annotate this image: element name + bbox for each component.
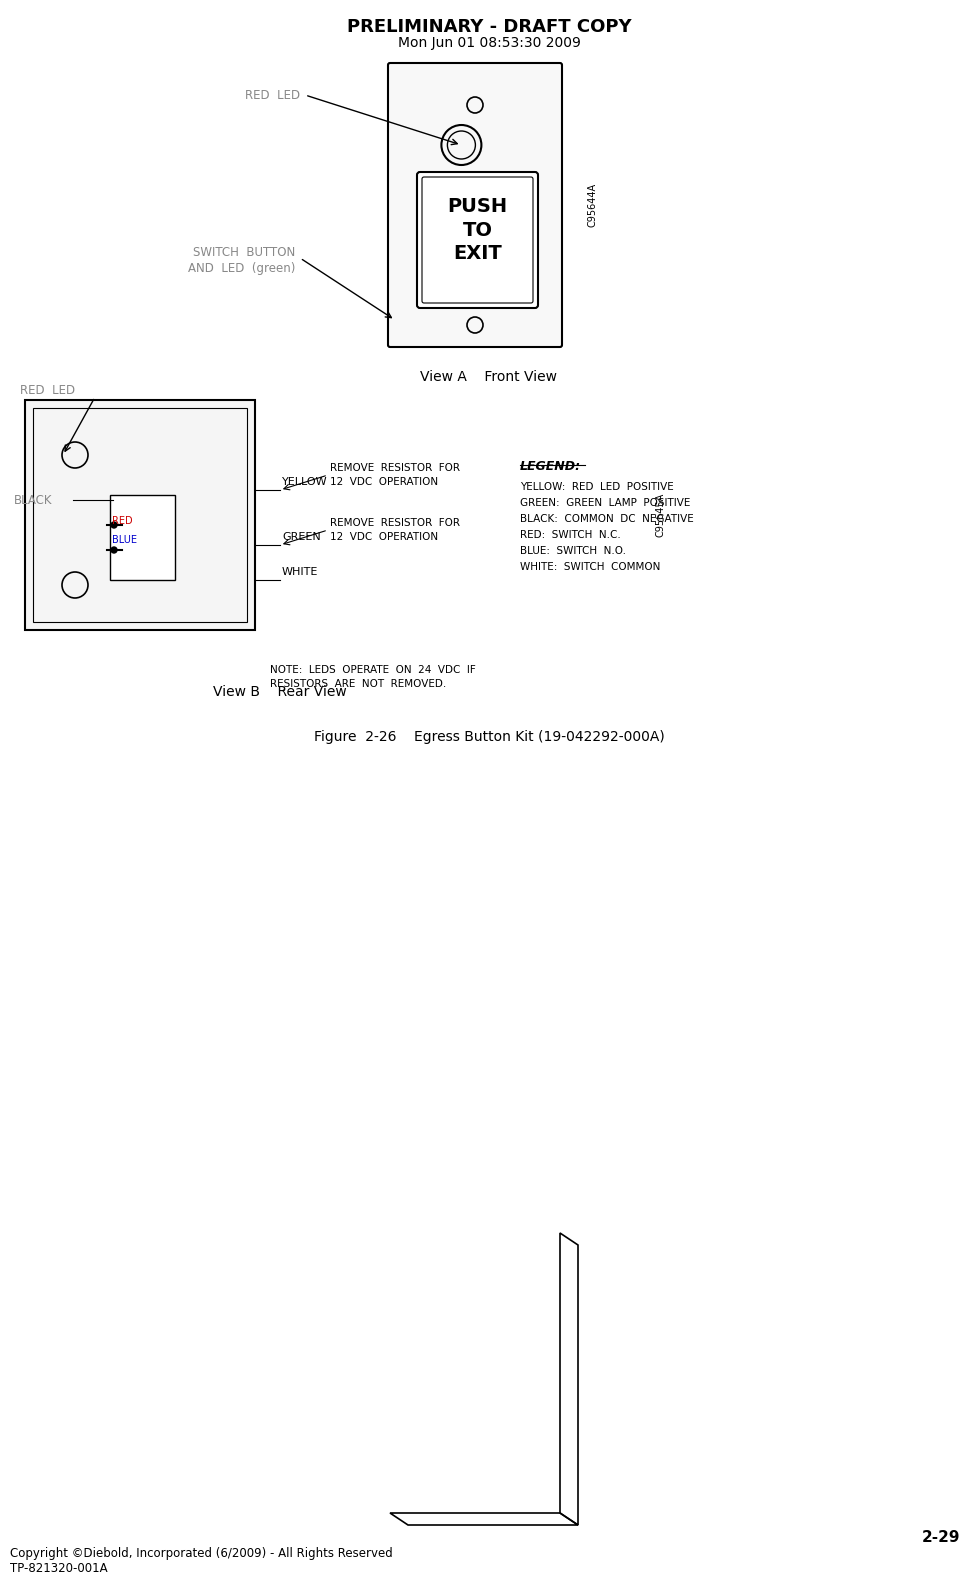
Text: BLACK:  COMMON  DC  NEGATIVE: BLACK: COMMON DC NEGATIVE [520, 514, 693, 524]
Text: Mon Jun 01 08:53:30 2009: Mon Jun 01 08:53:30 2009 [398, 36, 579, 50]
Text: REMOVE  RESISTOR  FOR: REMOVE RESISTOR FOR [329, 462, 459, 473]
Text: AND  LED  (green): AND LED (green) [188, 262, 295, 275]
Text: Figure  2-26    Egress Button Kit (19-042292-000A): Figure 2-26 Egress Button Kit (19-042292… [314, 731, 663, 743]
Text: Copyright ©Diebold, Incorporated (6/2009) - All Rights Reserved: Copyright ©Diebold, Incorporated (6/2009… [10, 1546, 393, 1561]
Text: YELLOW: YELLOW [281, 477, 327, 488]
Text: View B    Rear View: View B Rear View [213, 685, 347, 699]
Text: 12  VDC  OPERATION: 12 VDC OPERATION [329, 532, 438, 541]
Text: BLUE: BLUE [112, 535, 137, 544]
FancyBboxPatch shape [388, 63, 562, 347]
Text: WHITE:  SWITCH  COMMON: WHITE: SWITCH COMMON [520, 562, 659, 571]
Text: RESISTORS  ARE  NOT  REMOVED.: RESISTORS ARE NOT REMOVED. [270, 679, 446, 690]
Circle shape [110, 522, 117, 529]
Text: GREEN:  GREEN  LAMP  POSITIVE: GREEN: GREEN LAMP POSITIVE [520, 499, 690, 508]
Text: GREEN: GREEN [281, 532, 320, 541]
Text: View A    Front View: View A Front View [420, 369, 557, 383]
FancyBboxPatch shape [421, 177, 532, 303]
Text: BLACK: BLACK [14, 494, 53, 507]
Text: REMOVE  RESISTOR  FOR: REMOVE RESISTOR FOR [329, 518, 459, 529]
Text: RED  LED: RED LED [20, 383, 75, 396]
Text: C95645A: C95645A [655, 492, 664, 537]
Text: 12  VDC  OPERATION: 12 VDC OPERATION [329, 477, 438, 488]
Text: C95644A: C95644A [586, 183, 596, 227]
Text: RED:  SWITCH  N.C.: RED: SWITCH N.C. [520, 530, 620, 540]
FancyBboxPatch shape [25, 399, 255, 630]
Text: PRELIMINARY - DRAFT COPY: PRELIMINARY - DRAFT COPY [346, 17, 631, 36]
Text: YELLOW:  RED  LED  POSITIVE: YELLOW: RED LED POSITIVE [520, 481, 673, 492]
Text: TP-821320-001A: TP-821320-001A [10, 1562, 107, 1575]
Text: LEGEND:: LEGEND: [520, 461, 580, 473]
FancyBboxPatch shape [109, 495, 175, 581]
Text: RED: RED [112, 516, 133, 525]
Circle shape [110, 548, 117, 552]
Text: BLUE:  SWITCH  N.O.: BLUE: SWITCH N.O. [520, 546, 625, 555]
FancyBboxPatch shape [416, 172, 537, 308]
Text: WHITE: WHITE [281, 567, 319, 578]
Text: RED  LED: RED LED [244, 88, 300, 101]
Text: SWITCH  BUTTON: SWITCH BUTTON [192, 246, 295, 259]
Text: NOTE:  LEDS  OPERATE  ON  24  VDC  IF: NOTE: LEDS OPERATE ON 24 VDC IF [270, 664, 475, 675]
Text: PUSH
TO
EXIT: PUSH TO EXIT [447, 197, 507, 264]
Text: 2-29: 2-29 [920, 1531, 959, 1545]
